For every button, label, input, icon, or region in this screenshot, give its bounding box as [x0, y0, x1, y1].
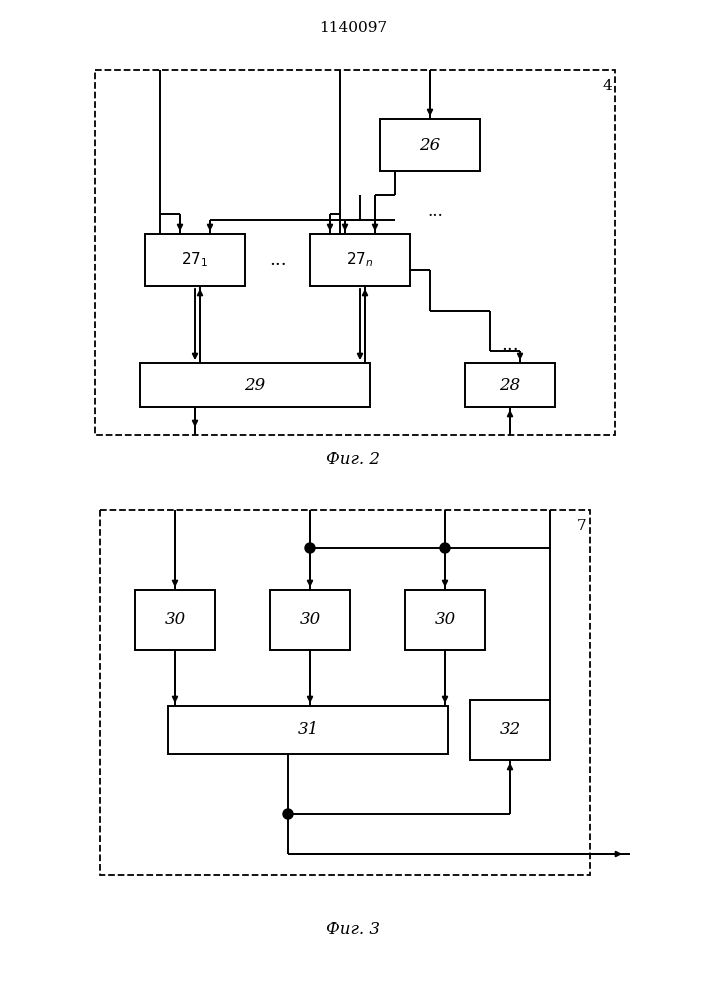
- Text: $27_1$: $27_1$: [182, 251, 209, 269]
- Text: 32: 32: [499, 722, 520, 738]
- Bar: [310, 234, 410, 286]
- Bar: [470, 700, 550, 760]
- Text: 29: 29: [245, 376, 266, 393]
- Bar: [145, 234, 245, 286]
- Text: 4: 4: [602, 79, 612, 93]
- Circle shape: [283, 809, 293, 819]
- Bar: [465, 363, 555, 407]
- Text: $27_n$: $27_n$: [346, 251, 374, 269]
- Bar: [405, 590, 485, 650]
- Bar: [140, 363, 370, 407]
- Bar: [135, 590, 215, 650]
- Text: ...: ...: [501, 336, 519, 354]
- Bar: [270, 590, 350, 650]
- Text: ...: ...: [269, 251, 287, 269]
- Bar: [168, 706, 448, 754]
- Bar: [380, 119, 480, 171]
- Text: 26: 26: [419, 136, 440, 153]
- Circle shape: [305, 543, 315, 553]
- Text: 30: 30: [434, 611, 455, 629]
- Text: ...: ...: [427, 204, 443, 221]
- Text: Фиг. 2: Фиг. 2: [326, 452, 380, 468]
- Text: Фиг. 3: Фиг. 3: [326, 922, 380, 938]
- Text: 30: 30: [164, 611, 186, 629]
- Bar: [95, 70, 615, 435]
- Text: 30: 30: [299, 611, 321, 629]
- Text: 1140097: 1140097: [319, 21, 387, 35]
- Text: 31: 31: [298, 722, 319, 738]
- Text: 7: 7: [577, 519, 587, 533]
- Bar: [100, 510, 590, 875]
- Circle shape: [440, 543, 450, 553]
- Text: 28: 28: [499, 376, 520, 393]
